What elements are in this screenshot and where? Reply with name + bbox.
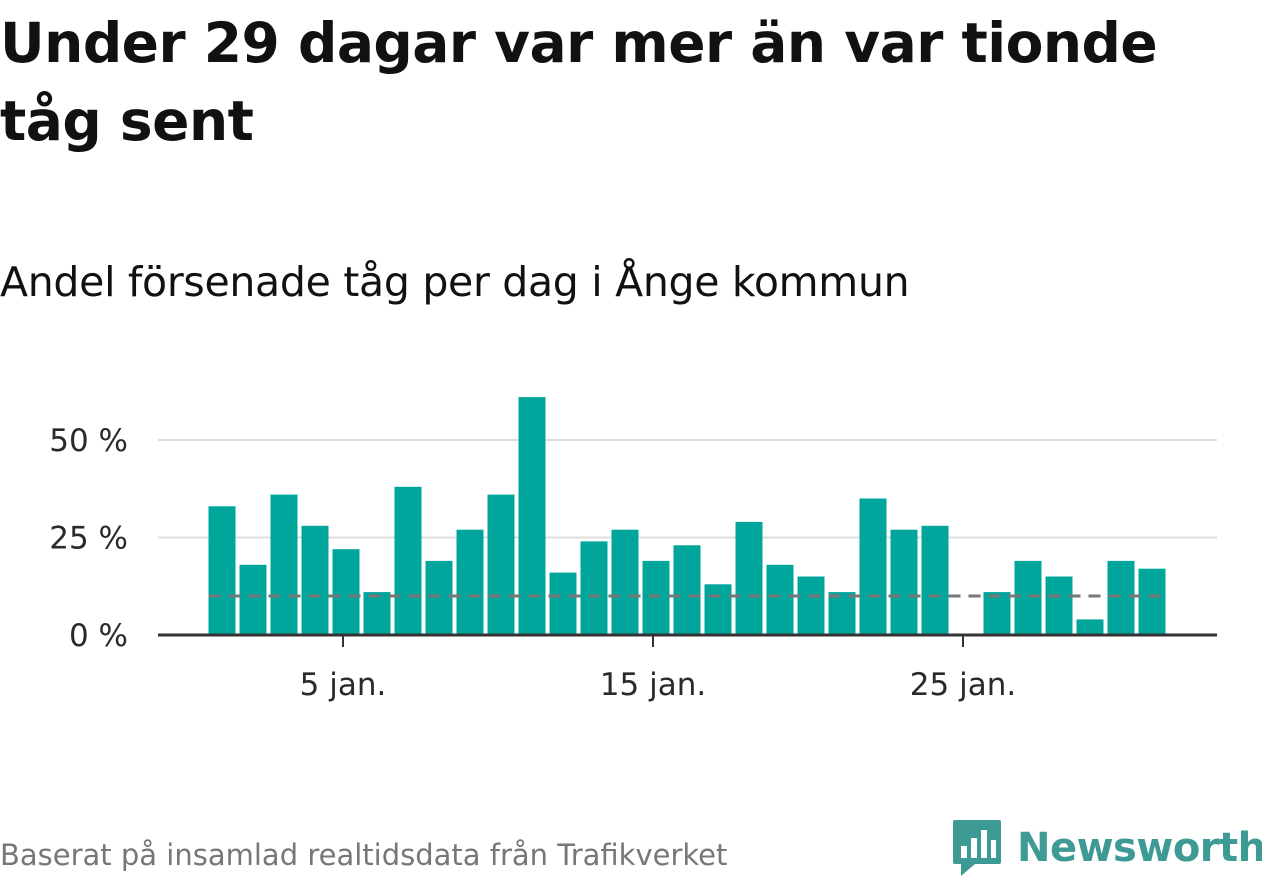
x-tick-label: 15 jan. bbox=[600, 667, 706, 703]
axes: 0 % 25 % 50 % 5 jan. 15 jan. 25 jan. bbox=[49, 423, 1217, 703]
bar bbox=[270, 494, 298, 635]
bar bbox=[704, 584, 732, 635]
bar-chart: 0 % 25 % 50 % 5 jan. 15 jan. 25 jan. bbox=[49, 397, 1217, 703]
bar bbox=[1107, 560, 1135, 635]
x-tick-label: 5 jan. bbox=[300, 667, 387, 703]
bar bbox=[642, 560, 670, 635]
bar bbox=[487, 494, 515, 635]
bar bbox=[394, 486, 422, 635]
source-note: Baserat på insamlad realtidsdata från Tr… bbox=[0, 838, 728, 872]
bar bbox=[239, 564, 267, 635]
chart-subtitle: Andel försenade tåg per dag i Ånge kommu… bbox=[0, 258, 910, 306]
bar-chart-logo-icon bbox=[953, 820, 1001, 876]
y-tick-label: 0 % bbox=[69, 618, 128, 654]
bar bbox=[332, 549, 360, 635]
bar bbox=[890, 529, 918, 635]
bar bbox=[580, 541, 608, 635]
x-tick-label: 25 jan. bbox=[910, 667, 1016, 703]
grid-lines bbox=[158, 439, 1217, 539]
bar bbox=[735, 521, 763, 635]
bar bbox=[456, 529, 484, 635]
bar bbox=[983, 592, 1011, 635]
bar bbox=[859, 498, 887, 635]
bar bbox=[301, 525, 329, 635]
bar bbox=[208, 506, 236, 635]
bar bbox=[518, 397, 546, 635]
logo-wordmark: Newsworthy bbox=[1017, 825, 1262, 871]
bar bbox=[1045, 576, 1073, 635]
bar bbox=[797, 576, 825, 635]
bar bbox=[549, 572, 577, 635]
y-tick-label: 25 % bbox=[49, 521, 128, 557]
bar bbox=[766, 564, 794, 635]
bar bbox=[1138, 568, 1166, 635]
bar bbox=[611, 529, 639, 635]
bar bbox=[828, 592, 856, 635]
bar bbox=[363, 592, 391, 635]
bar bbox=[1014, 560, 1042, 635]
bars bbox=[208, 397, 1166, 635]
bar bbox=[1076, 619, 1104, 635]
bar bbox=[425, 560, 453, 635]
bar bbox=[921, 525, 949, 635]
y-tick-label: 50 % bbox=[49, 423, 128, 459]
chart-title: Under 29 dagar var mer än var tionde tåg… bbox=[0, 11, 1158, 153]
newsworthy-logo: Newsworthy bbox=[951, 818, 1262, 878]
bar bbox=[673, 545, 701, 635]
